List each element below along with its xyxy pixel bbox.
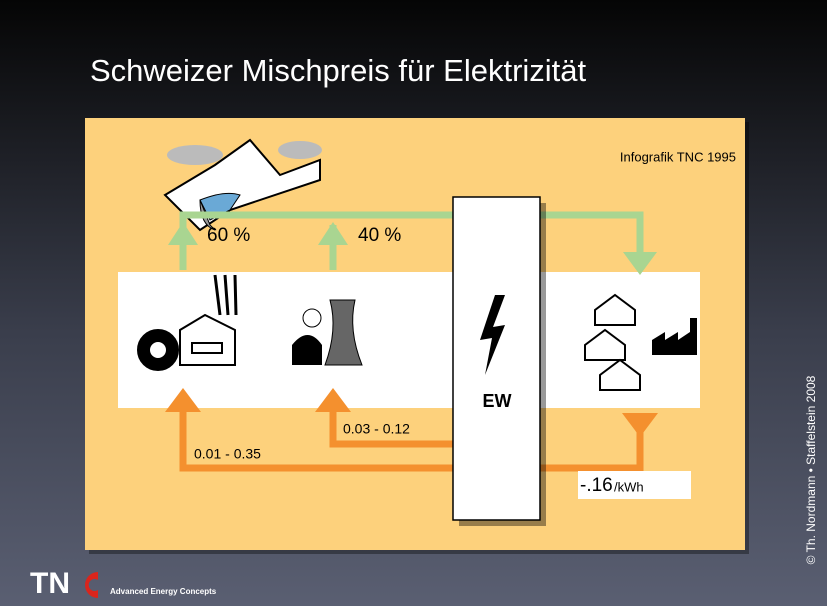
logo: TN — [30, 567, 70, 600]
cost-label: 0.01 - 0.35 — [194, 446, 261, 462]
ew-box — [453, 197, 540, 520]
ew-label: EW — [483, 391, 512, 411]
tagline: Advanced Energy Concepts — [110, 587, 217, 596]
copyright: © Th. Nordmann • Staffelstein 2008 — [804, 375, 818, 564]
cost-label: 0.03 - 0.12 — [343, 421, 410, 437]
slide: Schweizer Mischpreis für Elektrizität In… — [0, 0, 827, 606]
credit: Infografik TNC 1995 — [620, 149, 736, 164]
share-label: 60 % — [207, 225, 250, 246]
share-label: 40 % — [358, 225, 401, 246]
title: Schweizer Mischpreis für Elektrizität — [90, 53, 587, 88]
price-unit: /kWh — [614, 479, 644, 494]
price-value: -.16 — [580, 475, 613, 496]
